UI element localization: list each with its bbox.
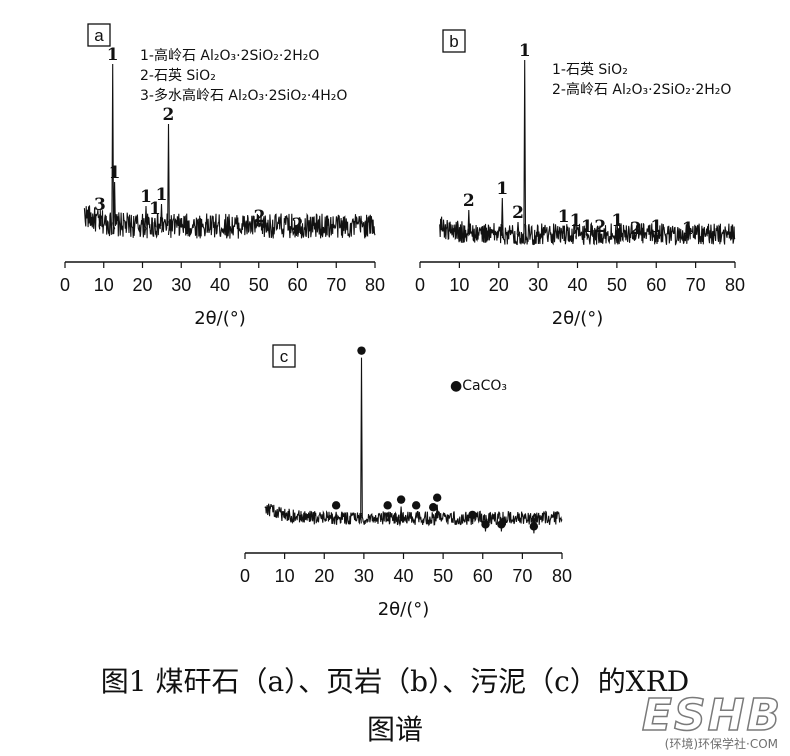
panel-label-box <box>87 23 111 47</box>
peak-label: 1 <box>140 187 152 207</box>
x-tick-label: 10 <box>94 275 114 295</box>
peak-marker <box>497 520 506 529</box>
peak-label: 1 <box>581 217 593 237</box>
x-axis-label: 2θ/(°) <box>552 308 604 329</box>
peak-label: 2 <box>594 217 606 237</box>
peak-label: 1 <box>682 219 694 239</box>
xrd-trace <box>264 357 563 534</box>
peak-label: 3 <box>94 195 106 215</box>
peak-marker <box>331 501 341 510</box>
x-tick-label: 60 <box>287 275 307 295</box>
peak-marker <box>396 495 406 504</box>
figure-caption-line2: 图谱 <box>366 713 423 746</box>
peak-label: 2 <box>630 219 642 239</box>
x-tick-label: 10 <box>275 566 295 586</box>
x-tick-label: 70 <box>686 275 706 295</box>
peak-label: 1 <box>519 41 531 61</box>
x-tick-label: 80 <box>552 566 572 586</box>
peak-label: 1 <box>611 211 623 231</box>
x-tick-label: 10 <box>449 275 469 295</box>
x-tick-label: 40 <box>210 275 230 295</box>
x-tick-label: 80 <box>725 275 745 295</box>
panel-label: b <box>449 32 458 51</box>
x-tick-label: 60 <box>646 275 666 295</box>
peak-marker <box>432 493 442 502</box>
x-tick-label: 60 <box>473 566 493 586</box>
x-tick-label: 0 <box>415 275 425 295</box>
panel-label: a <box>94 26 104 45</box>
peak-label: 1 <box>558 207 570 227</box>
peak-label: 1 <box>109 163 121 183</box>
peak-marker <box>383 501 392 510</box>
x-tick-label: 40 <box>567 275 587 295</box>
x-tick-label: 70 <box>326 275 346 295</box>
x-tick-label: 50 <box>249 275 269 295</box>
peak-marker <box>481 520 490 529</box>
legend-entry: 2-石英 SiO₂ <box>140 67 216 84</box>
peak-label: 2 <box>512 203 524 223</box>
peak-label: 1 <box>149 199 161 219</box>
peak-label: 2 <box>463 191 475 211</box>
xrd-trace <box>83 63 376 239</box>
chart-panel-c: 0 10 20 30 40 50 60 70 80 2θ/(°) c ●CaCO₃ <box>240 344 572 620</box>
panel-label-box <box>442 29 466 53</box>
x-tick-label: 40 <box>393 566 413 586</box>
peak-label: 1 <box>107 45 119 65</box>
x-tick-label: 30 <box>354 566 374 586</box>
legend-entry: 1-高岭石 Al₂O₃·2SiO₂·2H₂O <box>140 47 319 64</box>
peak-marker <box>468 510 477 520</box>
figure-caption-line1: 图1 煤矸石（a）、页岩（b）、污泥（c）的XRD <box>100 665 690 698</box>
x-tick-label: 30 <box>528 275 548 295</box>
peak-label: 2 <box>292 215 304 235</box>
x-tick-label: 80 <box>365 275 385 295</box>
peak-label: 1 <box>650 217 662 237</box>
peak-marker <box>529 522 539 531</box>
panel-label-box <box>272 344 296 368</box>
x-tick-label: 30 <box>171 275 191 295</box>
x-tick-label: 0 <box>240 566 250 586</box>
legend-entry: 1-石英 SiO₂ <box>552 61 628 78</box>
peak-label: 2 <box>163 105 175 125</box>
peak-marker <box>411 501 421 510</box>
x-axis-label: 2θ/(°) <box>194 308 246 329</box>
x-axis-label: 2θ/(°) <box>378 599 430 620</box>
x-tick-label: 0 <box>60 275 70 295</box>
peak-label: 2 <box>254 207 266 227</box>
peak-marker <box>429 503 438 512</box>
x-tick-label: 20 <box>132 275 152 295</box>
legend-entry: 3-多水高岭石 Al₂O₃·2SiO₂·4H₂O <box>140 87 347 104</box>
x-tick-label: 20 <box>314 566 334 586</box>
xrd-trace <box>439 59 736 246</box>
panel-label: c <box>280 347 289 366</box>
peak-label: 1 <box>156 185 168 205</box>
x-tick-label: 50 <box>433 566 453 586</box>
peak-label: 1 <box>570 211 582 231</box>
legend-entry: 2-高岭石 Al₂O₃·2SiO₂·2H₂O <box>552 81 731 98</box>
peak-marker <box>357 346 366 355</box>
watermark-logo: ESHB (环境)环保学社·COM <box>607 689 782 752</box>
peak-label: 1 <box>496 179 508 199</box>
watermark-sub-text: (环境)环保学社·COM <box>664 737 778 751</box>
watermark-logo-text: ESHB <box>641 689 782 742</box>
legend-entry: ●CaCO₃ <box>450 378 507 394</box>
x-tick-label: 20 <box>489 275 509 295</box>
x-tick-label: 70 <box>512 566 532 586</box>
x-tick-label: 50 <box>607 275 627 295</box>
